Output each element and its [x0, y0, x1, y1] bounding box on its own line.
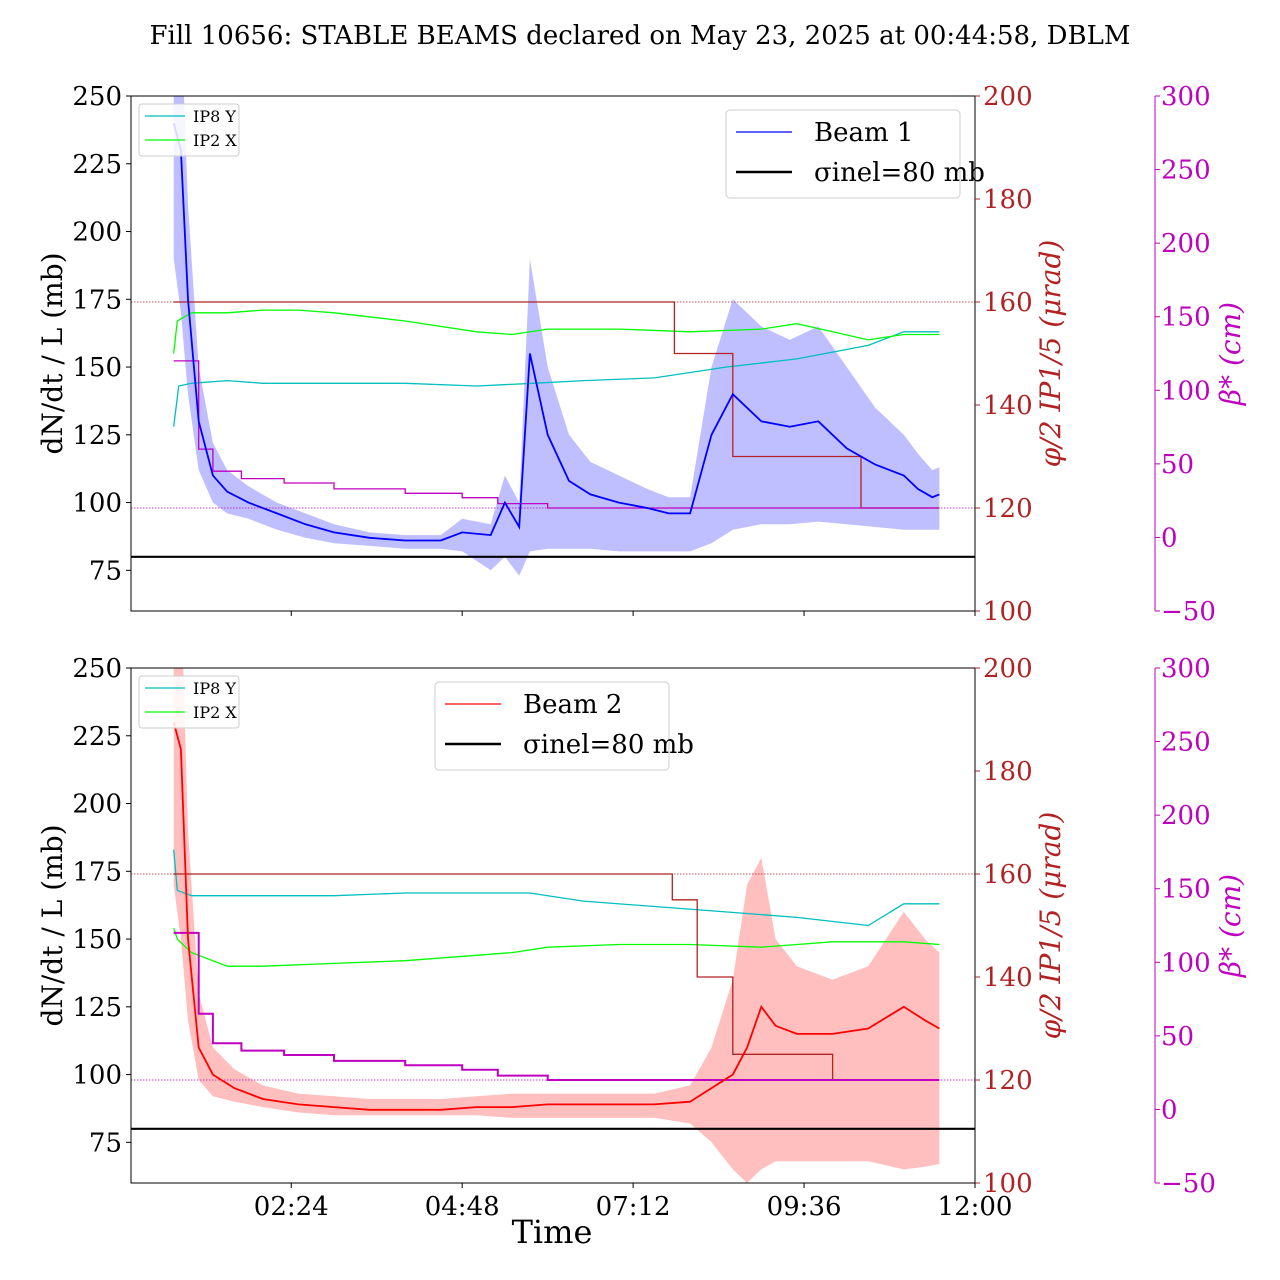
y2-tick-label: 140: [983, 391, 1033, 421]
y2-tick-label: 160: [983, 860, 1033, 890]
beam-line: [172, 721, 940, 1111]
ip2-x-line: [173, 309, 940, 354]
y-tick-label: 250: [72, 82, 122, 112]
beam1-panel: 75 100 125 150 175 200 225 250 100 120 140 160 180 20…: [36, 82, 1247, 627]
y-axis-label: dN/dt / L (mb): [36, 252, 69, 454]
beta-star-line: [173, 931, 940, 1081]
ip2-x-line: [173, 927, 940, 967]
beam2-panel: 75 100 125 150 175 200 225 250 100 120 140 160 180 20…: [36, 654, 1247, 1222]
y3-tick-label: 50: [1161, 450, 1194, 480]
y3-tick-label: −50: [1161, 597, 1216, 627]
beam-line: [172, 122, 940, 542]
y-tick-label: 200: [72, 790, 122, 820]
beam-legend-label: σinel=80 mb: [814, 158, 985, 188]
ip-legend-box: [138, 675, 240, 729]
x-tick-label: 04:48: [425, 1192, 500, 1222]
y-axis-label: dN/dt / L (mb): [36, 824, 69, 1026]
y-tick-label: 225: [72, 150, 122, 180]
y3-tick-label: 300: [1161, 654, 1211, 684]
x-tick-label: 07:12: [596, 1192, 671, 1222]
plot-area: [131, 96, 975, 576]
ip-legend-box: [138, 103, 240, 157]
y2-axis-label: φ/2 IP1/5 (μrad): [1034, 240, 1067, 468]
y-tick-label: 100: [72, 1061, 122, 1091]
beam-legend: Beam 1 σinel=80 mb: [725, 109, 985, 199]
plot-area: [131, 668, 975, 1183]
y3-tick-label: 150: [1161, 303, 1211, 333]
y3-tick-label: 0: [1161, 523, 1178, 553]
y-tick-label: 200: [72, 218, 122, 248]
y3-tick-label: 50: [1161, 1022, 1194, 1052]
x-tick-label: 09:36: [767, 1192, 842, 1222]
crossing-angle-line: [173, 301, 940, 509]
plot-frame: [130, 667, 976, 1184]
y3-tick-label: −50: [1161, 1169, 1216, 1199]
y3-tick-label: 150: [1161, 875, 1211, 905]
beam-legend-label: σinel=80 mb: [523, 730, 694, 760]
y2-tick-label: 100: [983, 1169, 1033, 1199]
ip-legend-label: IP8 Y: [193, 107, 236, 126]
y3-tick-label: 250: [1161, 156, 1211, 186]
y-tick-label: 75: [89, 556, 122, 586]
y2-tick-label: 200: [983, 654, 1033, 684]
beta-star-line: [173, 360, 940, 509]
y3-axis-label: β* (cm): [1214, 874, 1247, 978]
y2-axis-label: φ/2 IP1/5 (μrad): [1034, 812, 1067, 1040]
y-tick-label: 75: [89, 1128, 122, 1158]
ip8-y-line: [173, 849, 940, 927]
ip-legend: IP8 Y IP2 X: [138, 675, 240, 729]
y2-tick-label: 160: [983, 288, 1033, 318]
plot-frame: [130, 95, 976, 612]
beam-legend-label: Beam 2: [523, 690, 622, 720]
y2-tick-label: 200: [983, 82, 1033, 112]
crossing-angle-line: [173, 873, 940, 1081]
y-tick-label: 250: [72, 654, 122, 684]
y-tick-label: 150: [72, 925, 122, 955]
y-tick-label: 125: [72, 993, 122, 1023]
y2-tick-label: 120: [983, 1066, 1033, 1096]
y-tick-label: 150: [72, 353, 122, 383]
beam-band: [173, 668, 940, 1183]
x-tick-label: 12:00: [938, 1192, 1013, 1222]
ip-legend-label: IP8 Y: [193, 679, 236, 698]
x-axis-label: Time: [512, 1213, 593, 1251]
beam-legend: Beam 2 σinel=80 mb: [434, 681, 694, 771]
y-tick-label: 175: [72, 857, 122, 887]
y3-tick-label: 200: [1161, 229, 1211, 259]
y2-tick-label: 180: [983, 757, 1033, 787]
y3-tick-label: 200: [1161, 801, 1211, 831]
figure-title: Fill 10656: STABLE BEAMS declared on May…: [150, 21, 1131, 51]
y-tick-label: 100: [72, 489, 122, 519]
y3-tick-label: 100: [1161, 376, 1211, 406]
ip-legend-label: IP2 X: [193, 131, 237, 150]
y3-tick-label: 100: [1161, 948, 1211, 978]
y-tick-label: 125: [72, 421, 122, 451]
ip-legend: IP8 Y IP2 X: [138, 103, 240, 157]
y2-tick-label: 140: [983, 963, 1033, 993]
y3-tick-label: 250: [1161, 728, 1211, 758]
y2-tick-label: 180: [983, 185, 1033, 215]
y3-axis-label: β* (cm): [1214, 302, 1247, 406]
y3-tick-label: 300: [1161, 82, 1211, 112]
y-tick-label: 175: [72, 285, 122, 315]
y-tick-label: 225: [72, 722, 122, 752]
beam-band: [173, 96, 940, 576]
y2-tick-label: 100: [983, 597, 1033, 627]
ip-legend-label: IP2 X: [193, 703, 237, 722]
y3-tick-label: 0: [1161, 1095, 1178, 1125]
y2-tick-label: 120: [983, 494, 1033, 524]
beam-legend-label: Beam 1: [814, 118, 913, 148]
ip8-y-line: [173, 331, 940, 427]
x-tick-label: 02:24: [254, 1192, 329, 1222]
